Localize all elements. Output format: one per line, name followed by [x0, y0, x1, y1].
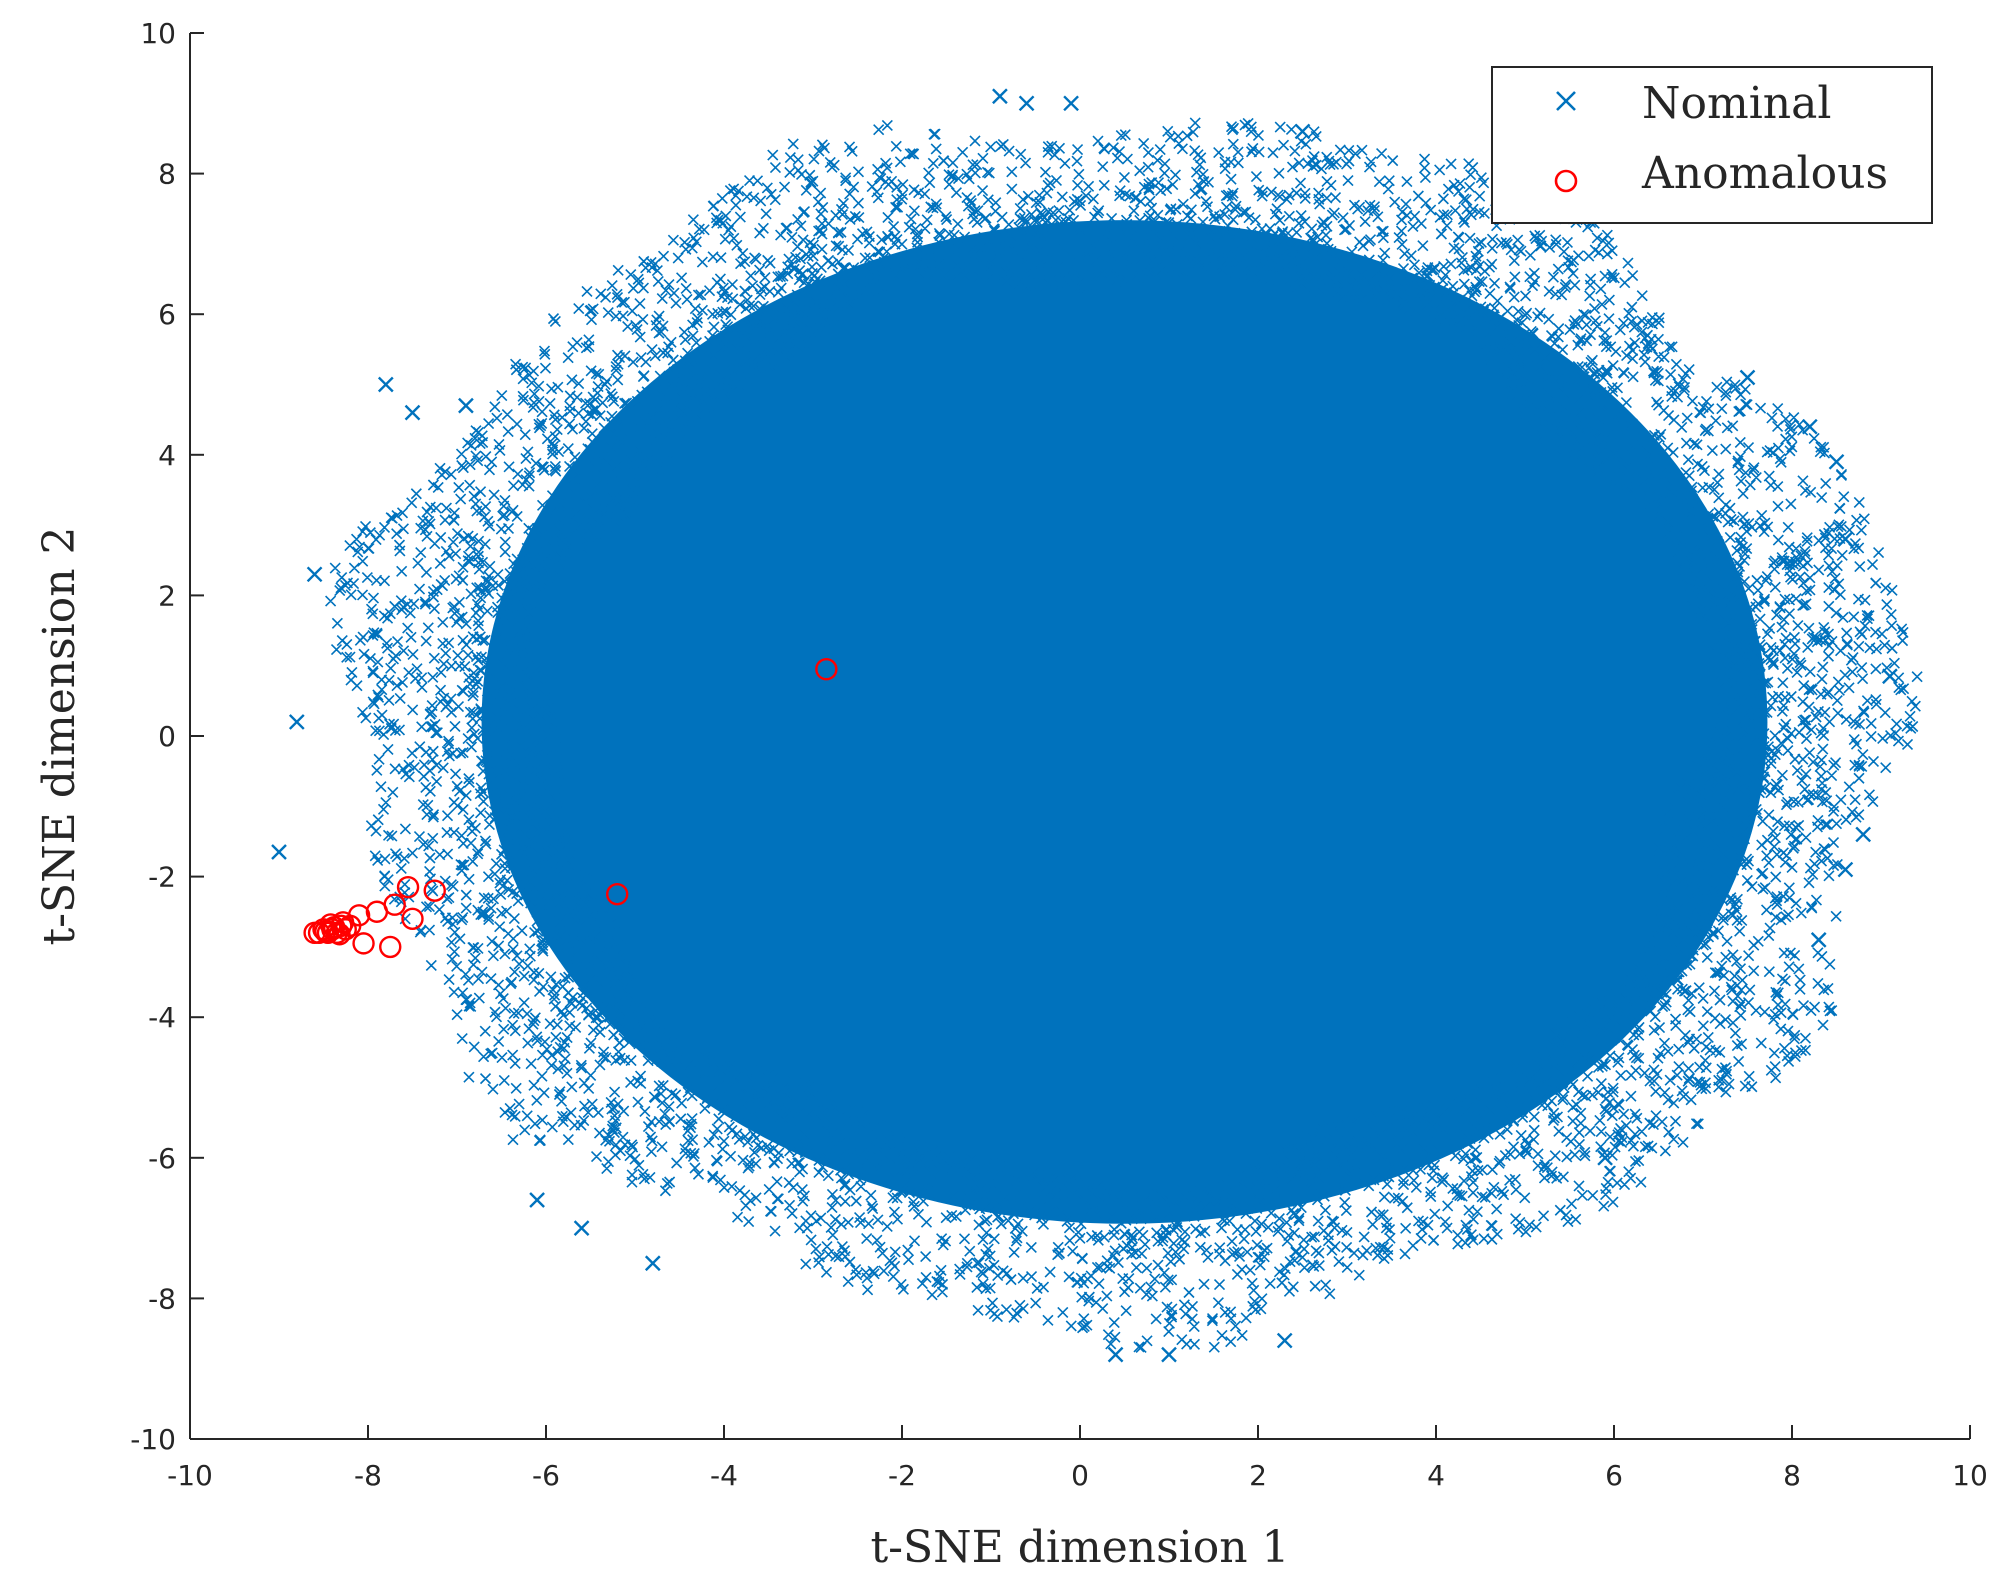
anomalous-point — [352, 932, 375, 955]
nominal-point — [377, 376, 394, 393]
y-tick-label: 10 — [140, 17, 176, 50]
anomalous-point — [319, 913, 342, 936]
anomalous-point — [423, 879, 446, 902]
x-axis-ticks: -10 -8 -6 -4 -2 0 2 4 6 8 10 — [167, 1425, 1988, 1492]
y-tick-label: 4 — [158, 439, 176, 472]
nominal-fringe-markers — [325, 117, 1923, 1354]
anomalous-point — [379, 935, 402, 959]
nominal-point — [529, 1192, 545, 1208]
nominal-point — [1107, 1346, 1124, 1363]
nominal-point — [1276, 1332, 1293, 1349]
anomalous-point — [314, 920, 337, 943]
y-tick-label: 8 — [158, 158, 176, 191]
x-tick-label: 10 — [1952, 1459, 1988, 1492]
y-tick-label: -2 — [148, 861, 176, 894]
nominal-point — [1801, 418, 1818, 435]
nominal-point — [404, 404, 421, 421]
y-axis-ticks: -10 -8 -6 -4 -2 0 2 4 6 8 10 — [130, 17, 204, 1456]
nominal-series — [271, 88, 1923, 1363]
anomalous-point — [815, 658, 838, 681]
y-axis-label: t-SNE dimension 2 — [34, 526, 85, 945]
nominal-point — [271, 844, 287, 860]
y-tick-label: 0 — [158, 720, 176, 753]
anomalous-series — [303, 658, 838, 959]
nominal-point — [1018, 95, 1035, 112]
nominal-point — [1828, 453, 1845, 470]
x-tick-label: -6 — [532, 1459, 560, 1492]
anomalous-point — [401, 907, 424, 930]
y-tick-label: -6 — [148, 1142, 176, 1175]
nominal-point — [1810, 932, 1827, 948]
nominal-point — [1294, 123, 1311, 140]
nominal-point — [1161, 1346, 1177, 1363]
y-tick-label: -4 — [148, 1001, 176, 1034]
anomalous-point — [606, 882, 629, 906]
nominal-density-core — [481, 220, 1768, 1224]
legend-anomalous-marker — [1554, 169, 1578, 193]
nominal-point — [1855, 826, 1872, 843]
nominal-point — [1882, 668, 1898, 685]
legend-nominal-label: Nominal — [1642, 78, 1831, 129]
nominal-point — [644, 1255, 661, 1272]
x-tick-label: 8 — [1783, 1459, 1801, 1492]
nominal-point — [1063, 95, 1079, 112]
nominal-point — [573, 1220, 590, 1236]
nominal-point — [306, 566, 323, 583]
x-axis-label: t-SNE dimension 1 — [870, 1522, 1289, 1573]
anomalous-point — [365, 900, 389, 923]
x-tick-label: -8 — [354, 1459, 382, 1492]
legend: Nominal Anomalous — [1491, 66, 1933, 224]
x-tick-label: 2 — [1249, 1459, 1267, 1492]
nominal-point — [1837, 861, 1854, 878]
y-tick-label: 2 — [158, 579, 176, 612]
legend-anomalous-label: Anomalous — [1641, 148, 1888, 199]
y-tick-label: -10 — [130, 1423, 176, 1456]
nominal-point — [1837, 531, 1854, 548]
anomalous-point — [396, 875, 420, 899]
x-tick-label: -2 — [888, 1459, 916, 1492]
x-tick-label: 0 — [1071, 1459, 1089, 1492]
legend-box — [1491, 66, 1933, 224]
nominal-point — [288, 714, 305, 730]
y-tick-label: 6 — [158, 298, 176, 331]
nominal-point — [1597, 1149, 1613, 1166]
x-tick-label: -4 — [710, 1459, 738, 1492]
x-tick-label: 4 — [1427, 1459, 1445, 1492]
legend-nominal-marker — [1556, 91, 1576, 111]
nominal-point — [458, 397, 474, 414]
x-tick-label: -10 — [167, 1459, 213, 1492]
nominal-point — [992, 88, 1008, 105]
y-tick-label: -8 — [148, 1282, 176, 1315]
x-tick-label: 6 — [1605, 1459, 1623, 1492]
nominal-point — [1739, 369, 1756, 386]
